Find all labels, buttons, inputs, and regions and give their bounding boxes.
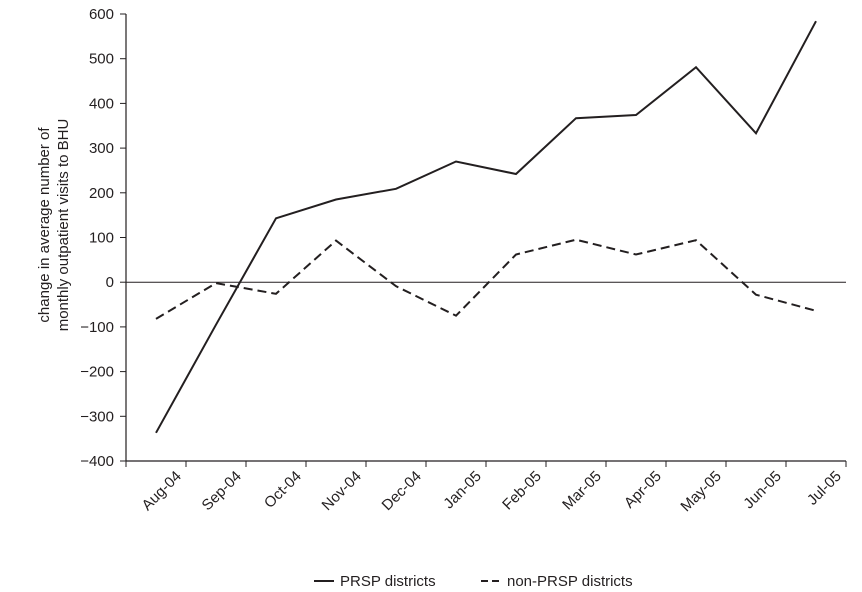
y-axis-title-line-2: monthly outpatient visits to BHU	[55, 119, 72, 332]
y-tick-label: −200	[80, 364, 114, 381]
x-tick-label: Sep-04	[199, 468, 245, 514]
y-tick-label: 600	[89, 6, 114, 23]
x-tick-label: Jul-05	[804, 468, 845, 509]
x-tick-label: Oct-04	[261, 468, 305, 512]
y-tick-label: 0	[106, 274, 114, 291]
x-tick-label: Aug-04	[139, 468, 185, 514]
x-axis-tick-labels: Aug-04 Sep-04 Oct-04 Nov-04 Dec-04 Jan-05 Feb-…	[139, 468, 845, 515]
x-tick-label: Jan-05	[440, 468, 484, 512]
series-line-non-prsp	[155, 238, 817, 320]
series-line-prsp	[155, 20, 817, 434]
series-lines	[155, 20, 817, 434]
y-tick-label: 100	[89, 230, 114, 247]
x-tick-label: Dec-04	[379, 468, 425, 514]
y-tick-label: 400	[89, 95, 114, 112]
legend-label-non-prsp: non-PRSP districts	[507, 573, 633, 590]
y-axis-title-line-1: change in average number of	[36, 127, 53, 323]
x-tick-label: Nov-04	[319, 468, 365, 514]
y-tick-label: −100	[80, 319, 114, 336]
x-tick-label: Jun-05	[740, 468, 784, 512]
y-tick-label: 300	[89, 140, 114, 157]
axes: 600 500 400 300 200 100 0 −100 −200 −300 −400	[80, 6, 847, 470]
x-tick-label: May-05	[677, 468, 724, 515]
legend-label-prsp: PRSP districts	[340, 573, 436, 590]
x-tick-label: Mar-05	[559, 468, 605, 514]
y-tick-label: 200	[89, 185, 114, 202]
x-tick-label: Apr-05	[621, 468, 665, 512]
y-tick-label: −300	[80, 408, 114, 425]
x-tick-label: Feb-05	[499, 468, 545, 514]
y-tick-label: −400	[80, 453, 114, 470]
y-tick-label: 500	[89, 51, 114, 68]
legend: PRSP districts non-PRSP districts	[314, 573, 633, 590]
